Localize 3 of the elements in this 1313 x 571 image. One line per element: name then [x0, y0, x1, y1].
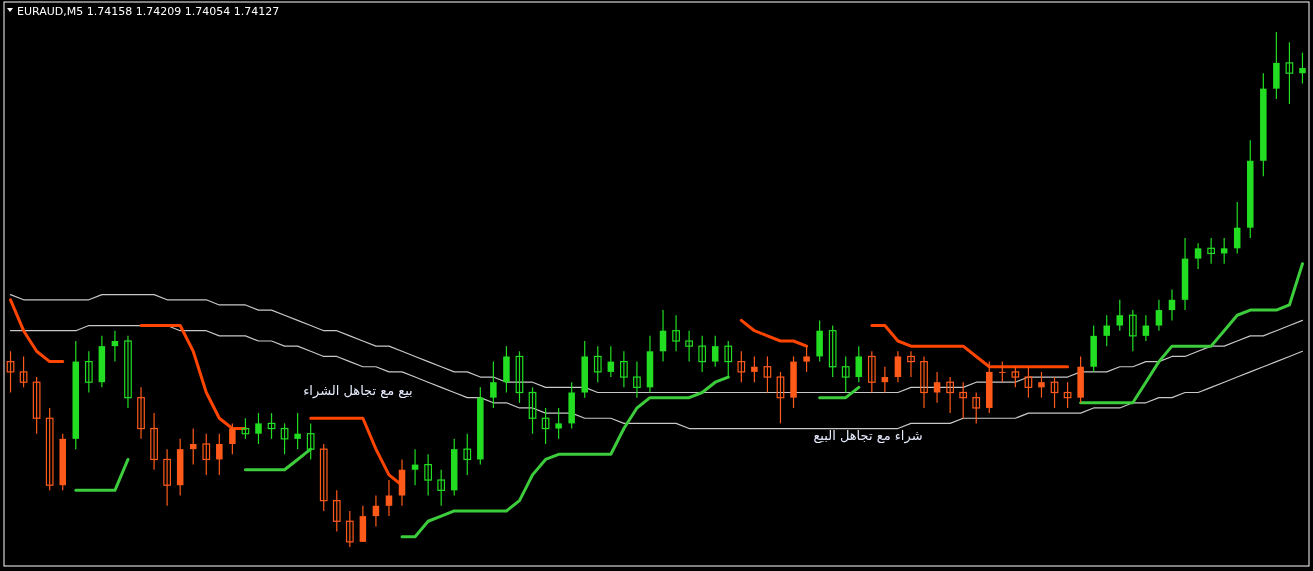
annotation: شراء مع تجاهل البيع [813, 428, 923, 444]
annotation: بيع مع تجاهل الشراء [303, 383, 413, 399]
chart-title: EURAUD,M5 1.74158 1.74209 1.74054 1.74127 [17, 5, 280, 18]
